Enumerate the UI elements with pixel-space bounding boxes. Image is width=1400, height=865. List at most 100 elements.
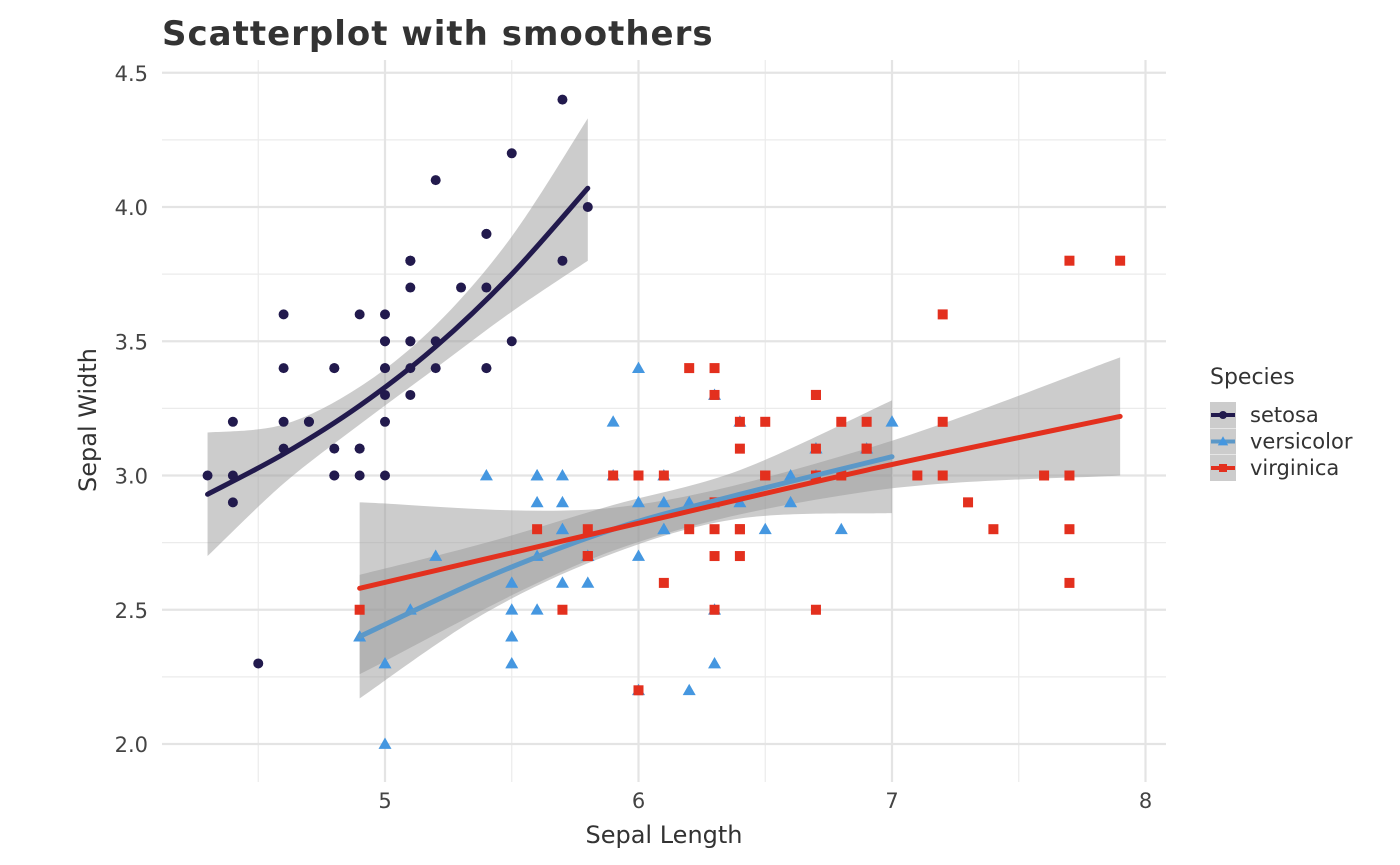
point-setosa: [253, 658, 264, 669]
point-setosa: [278, 363, 289, 374]
point-setosa: [227, 416, 238, 427]
point-versicolor: [530, 495, 544, 508]
point-setosa: [481, 228, 492, 239]
point-versicolor: [505, 603, 519, 615]
point-virginica: [963, 497, 974, 508]
point-virginica: [557, 604, 568, 615]
x-tick-label: 6: [632, 789, 645, 813]
point-setosa: [380, 363, 390, 374]
legend-label-virginica: virginica: [1250, 456, 1339, 480]
point-setosa: [329, 363, 340, 374]
point-virginica: [937, 416, 948, 427]
point-setosa: [354, 443, 365, 454]
smooth-line-setosa: [205, 185, 591, 497]
point-versicolor: [682, 683, 696, 696]
point-virginica: [633, 470, 644, 481]
point-setosa: [430, 175, 441, 186]
y-tick-label: 2.0: [115, 733, 148, 757]
point-virginica: [1064, 577, 1075, 588]
point-versicolor: [632, 361, 645, 373]
point-virginica: [937, 470, 948, 481]
point-versicolor: [606, 415, 620, 427]
x-tick-label: 7: [885, 789, 898, 813]
legend-key-marker-versicolor: [1217, 436, 1229, 446]
point-virginica: [810, 604, 821, 615]
point-virginica: [1039, 470, 1050, 481]
point-setosa: [405, 336, 416, 347]
point-setosa: [506, 148, 517, 159]
point-virginica: [354, 604, 365, 615]
point-setosa: [405, 255, 416, 266]
point-virginica: [760, 470, 771, 481]
point-virginica: [912, 470, 923, 481]
legend-title: Species: [1210, 365, 1295, 390]
point-versicolor: [632, 549, 645, 561]
point-virginica: [810, 389, 821, 400]
legend-label-versicolor: versicolor: [1250, 430, 1353, 454]
point-virginica: [734, 524, 745, 535]
point-setosa: [430, 363, 441, 374]
point-virginica: [582, 524, 593, 535]
y-axis-title: Sepal Width: [74, 348, 102, 492]
point-versicolor: [555, 469, 569, 481]
point-setosa: [380, 336, 390, 347]
point-setosa: [582, 202, 593, 212]
point-virginica: [684, 524, 695, 535]
point-virginica: [734, 443, 745, 454]
point-setosa: [456, 282, 467, 293]
point-versicolor: [479, 469, 493, 481]
point-setosa: [202, 470, 213, 481]
point-virginica: [760, 416, 771, 427]
y-tick-label: 2.5: [115, 599, 148, 623]
point-versicolor: [708, 656, 722, 669]
point-versicolor: [505, 576, 519, 588]
point-setosa: [354, 470, 365, 481]
point-versicolor: [657, 522, 671, 535]
point-setosa: [405, 389, 416, 400]
confidence-ribbon-virginica: [359, 357, 1121, 675]
x-tick-label: 5: [378, 789, 391, 813]
point-virginica: [582, 551, 593, 562]
point-versicolor: [834, 522, 848, 535]
grid: [162, 60, 1166, 782]
point-versicolor: [758, 522, 772, 535]
point-virginica: [1115, 255, 1126, 266]
y-tick-label: 3.0: [115, 465, 148, 489]
point-versicolor: [885, 415, 899, 427]
point-virginica: [861, 416, 872, 427]
point-virginica: [937, 309, 948, 320]
point-versicolor: [555, 495, 569, 508]
point-setosa: [481, 282, 492, 293]
point-versicolor: [581, 576, 595, 588]
point-setosa: [557, 255, 568, 266]
point-setosa: [329, 470, 340, 481]
point-setosa: [405, 282, 416, 293]
point-virginica: [658, 470, 669, 481]
point-virginica: [1064, 470, 1075, 481]
point-setosa: [278, 309, 289, 320]
smooth-line-virginica: [357, 413, 1123, 591]
point-setosa: [506, 336, 517, 347]
y-tick-label: 3.5: [115, 330, 148, 354]
point-versicolor: [505, 656, 519, 669]
point-virginica: [734, 416, 745, 427]
point-setosa: [303, 416, 314, 427]
point-virginica: [684, 363, 695, 374]
point-setosa: [380, 309, 390, 320]
point-virginica: [836, 416, 847, 427]
point-versicolor: [530, 603, 544, 615]
point-versicolor: [530, 469, 544, 481]
point-versicolor: [657, 495, 671, 508]
point-virginica: [658, 577, 669, 588]
chart-title: Scatterplot with smoothers: [162, 14, 714, 54]
y-tick-label: 4.0: [115, 196, 148, 220]
point-virginica: [709, 551, 720, 562]
point-setosa: [354, 309, 365, 320]
point-versicolor: [784, 495, 798, 508]
data-points: [202, 94, 1126, 749]
smoother-lines: [205, 185, 1123, 640]
y-axis-ticks: 2.0 2.5 3.0 3.5 4.0 4.5: [115, 62, 148, 757]
point-virginica: [608, 470, 619, 481]
point-virginica: [633, 685, 644, 696]
point-setosa: [380, 389, 390, 400]
